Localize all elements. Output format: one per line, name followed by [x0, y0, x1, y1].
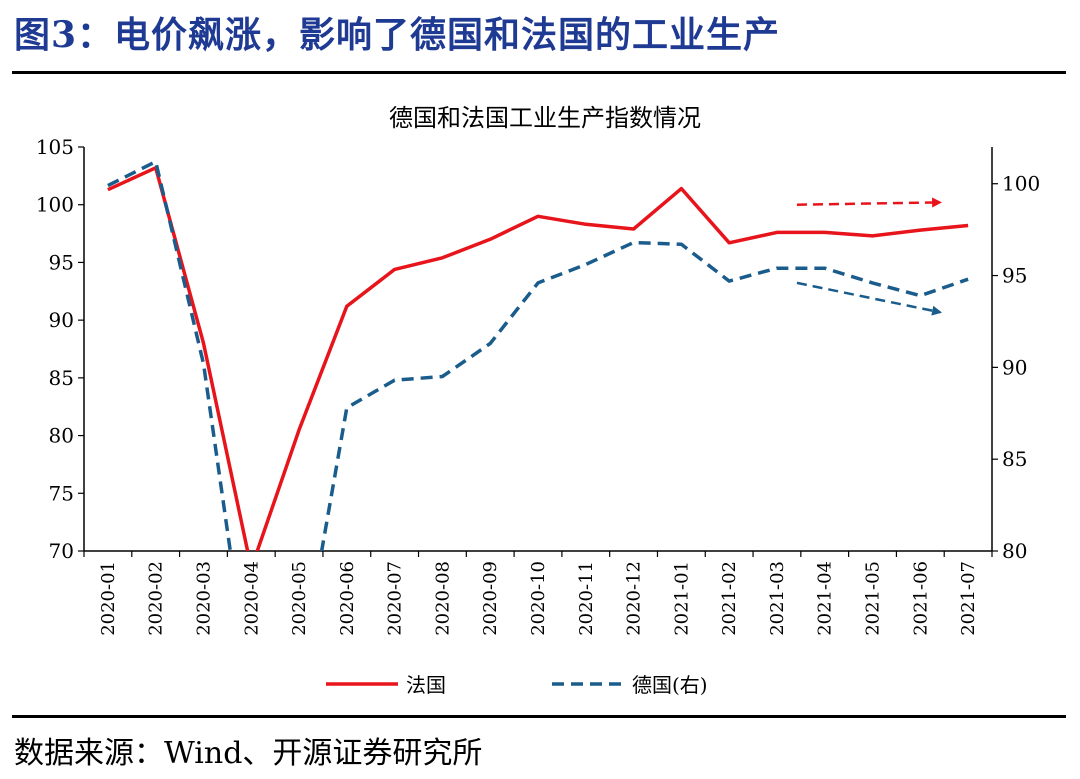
- left-tick-label: 80: [49, 424, 74, 448]
- chart-title: 德国和法国工业生产指数情况: [389, 104, 701, 132]
- series-line-france: [107, 166, 969, 551]
- figure-title: 图3：电价飙涨，影响了德国和法国的工业生产: [14, 14, 781, 56]
- axes: 70 75 80 85 90 95 100 105 80 85 90 95 100 2020-01 2020…: [36, 135, 1040, 636]
- x-tick-label: 2021-06: [910, 561, 931, 636]
- right-tick-label: 90: [1002, 355, 1027, 379]
- x-tick-label: 2020-06: [337, 561, 358, 636]
- right-tick-label: 85: [1002, 447, 1027, 471]
- x-tick-label: 2020-05: [289, 561, 310, 636]
- x-tick-label: 2020-02: [146, 561, 167, 636]
- left-tick-label: 95: [49, 250, 74, 274]
- legend-item-france-label: 法国: [406, 673, 446, 697]
- right-tick-label: 95: [1002, 264, 1027, 288]
- trend-arrow-france: [796, 197, 943, 208]
- x-tick-label: 2020-08: [432, 561, 453, 636]
- annotation-layer: [796, 197, 943, 316]
- left-tick-label: 70: [49, 539, 74, 563]
- right-tick-label: 100: [1002, 172, 1040, 196]
- series-layer: [107, 159, 969, 551]
- legend-item-germany-label: 德国(右): [632, 673, 708, 697]
- x-tick-label: 2020-04: [241, 561, 262, 636]
- x-tick-label: 2020-10: [528, 561, 549, 636]
- left-tick-label: 90: [49, 308, 74, 332]
- x-tick-label: 2020-01: [98, 561, 119, 636]
- x-tick-label: 2020-11: [576, 561, 597, 636]
- source-note: 数据来源：Wind、开源证券研究所: [14, 736, 483, 771]
- x-tick-label: 2021-03: [767, 561, 788, 636]
- x-tick-label: 2021-05: [863, 561, 884, 636]
- trend-arrow-germany: [796, 281, 943, 316]
- left-tick-label: 85: [49, 366, 74, 390]
- left-tick-label: 100: [36, 193, 74, 217]
- x-tick-label: 2020-07: [385, 561, 406, 636]
- x-tick-label: 2020-12: [624, 561, 645, 636]
- right-tick-label: 80: [1002, 539, 1027, 563]
- top-rule: [12, 71, 1066, 74]
- x-tick-label: 2021-04: [815, 561, 836, 636]
- x-tick-label: 2020-03: [193, 561, 214, 636]
- x-tick-label: 2021-07: [958, 561, 979, 636]
- left-tick-label: 105: [36, 135, 74, 159]
- legend: 法国 德国(右): [326, 673, 708, 697]
- x-tick-label: 2021-01: [671, 561, 692, 636]
- x-tick-label: 2020-09: [480, 561, 501, 636]
- x-tick-label: 2021-02: [719, 561, 740, 636]
- left-tick-label: 75: [49, 481, 74, 505]
- bottom-rule: [12, 715, 1066, 718]
